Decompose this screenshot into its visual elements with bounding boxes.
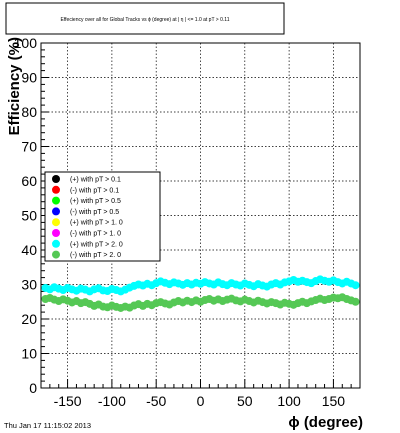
title-box [5, 2, 285, 35]
legend-marker [52, 250, 60, 259]
legend-box [44, 171, 161, 262]
y-tick-label: 60 [21, 173, 37, 189]
y-tick-label: 30 [21, 277, 37, 293]
y-tick-label: 0 [29, 380, 37, 396]
y-tick-label: 90 [21, 70, 37, 86]
footer-timestamp: Thu Jan 17 11:15:02 2013 [4, 421, 91, 430]
legend-label: (-) with pT > 2. 0 [70, 252, 121, 259]
y-tick-label: 10 [21, 346, 37, 362]
series-group [41, 275, 360, 296]
legend-marker [52, 239, 60, 248]
series-group [41, 293, 360, 312]
tick-labels: 0 10 20 30 40 50 60 70 80 90 100 -150 -100 -50 0 50 100 1… [14, 35, 346, 409]
x-tick-label: -50 [146, 393, 166, 409]
legend-marker [52, 185, 60, 194]
y-axis-title: Efficiency (%) [6, 37, 23, 135]
y-tick-label: 100 [14, 35, 38, 51]
legend-marker [52, 229, 60, 237]
x-tick-label: 0 [197, 393, 205, 409]
x-tick-label: -100 [98, 393, 126, 409]
data-point [351, 297, 360, 306]
data-point [351, 281, 360, 290]
data-points [41, 275, 360, 312]
legend-label: (+) with pT > 2. 0 [70, 241, 123, 248]
y-tick-label: 40 [21, 242, 37, 258]
x-tick-label: -150 [54, 393, 82, 409]
legend-marker [52, 207, 60, 216]
legend-marker [52, 175, 60, 183]
x-axis-title: ϕ (degree) [288, 414, 363, 431]
y-tick-label: 80 [21, 104, 37, 120]
x-tick-label: 150 [322, 393, 346, 409]
legend-label: (-) with pT > 0.5 [70, 209, 119, 216]
y-tick-label: 20 [21, 311, 37, 327]
legend: (+) with pT > 0.1 (-) with pT > 0.1 (+) wi… [52, 175, 123, 259]
legend-label: (+) with pT > 1. 0 [70, 220, 123, 227]
y-tick-label: 70 [21, 139, 37, 155]
legend-marker [52, 196, 60, 205]
legend-marker [52, 218, 60, 227]
legend-label: (-) with pT > 1. 0 [70, 231, 121, 238]
legend-label: (+) with pT > 0.5 [70, 198, 121, 205]
legend-label: (+) with pT > 0.1 [70, 177, 121, 184]
chart-title: Effeciency over all for Global Tracks vs… [61, 17, 230, 23]
x-tick-label: 50 [237, 393, 253, 409]
y-tick-label: 50 [21, 208, 37, 224]
x-tick-label: 100 [277, 393, 301, 409]
legend-label: (-) with pT > 0.1 [70, 187, 119, 194]
